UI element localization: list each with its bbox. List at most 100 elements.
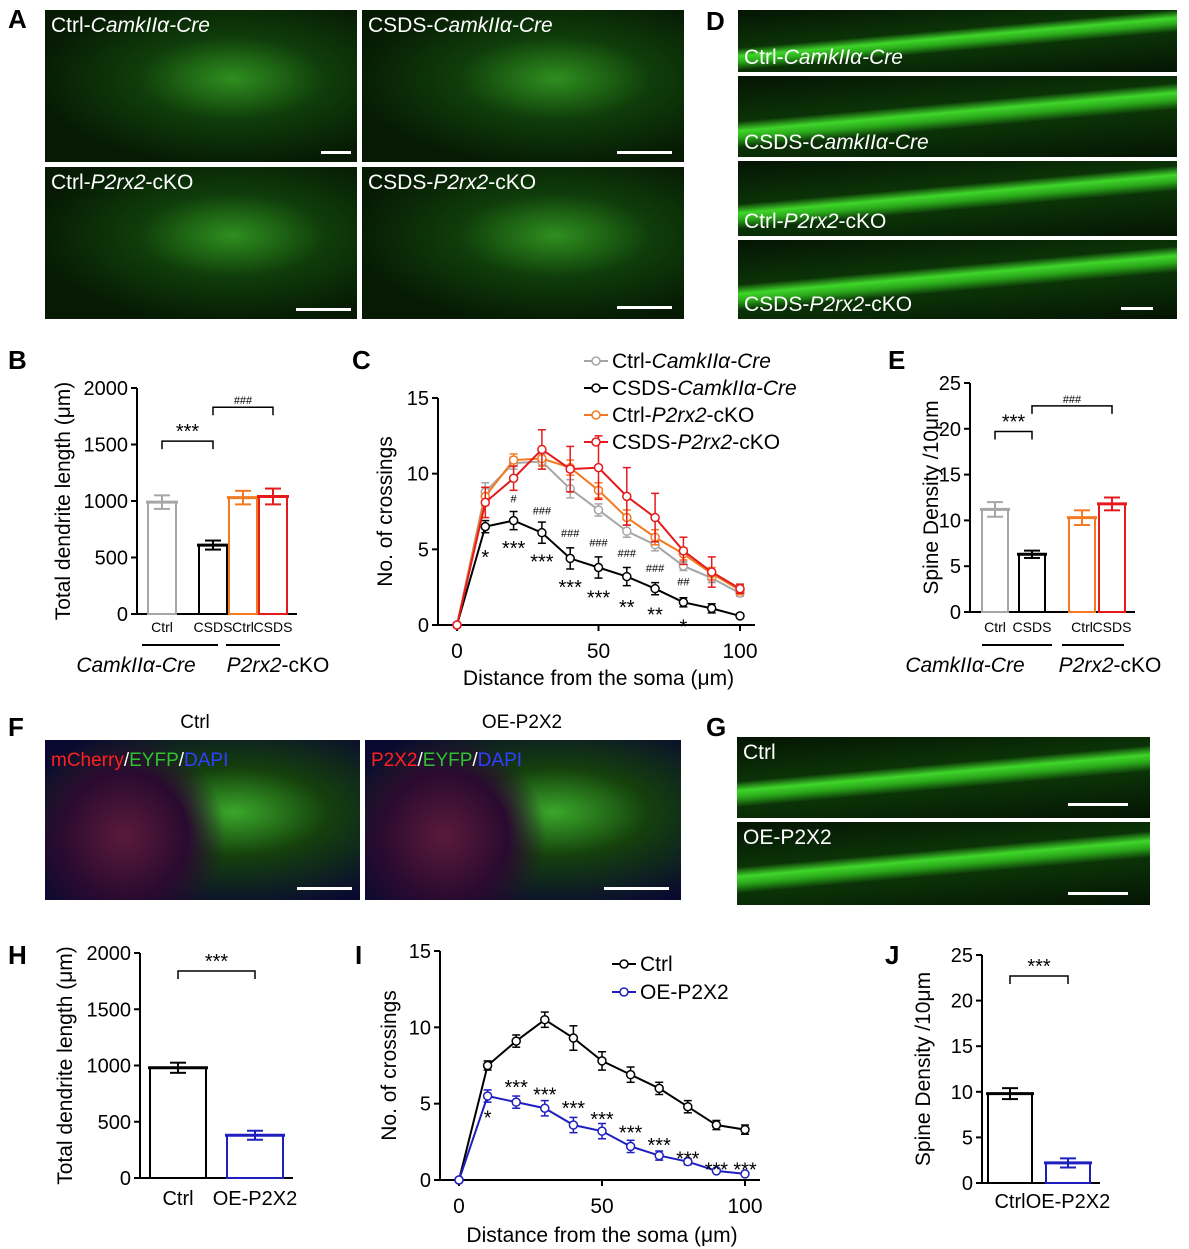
significance-label: *** bbox=[533, 1084, 557, 1106]
data-point bbox=[735, 583, 745, 594]
data-point bbox=[683, 1156, 693, 1167]
x-tick-label: OE-P2X2 bbox=[213, 1188, 297, 1210]
dendrite-ctrl: Ctrl bbox=[737, 737, 1150, 818]
y-tick-label: 0 bbox=[418, 615, 429, 637]
panel-letter-i: I bbox=[355, 940, 363, 970]
x-axis-label: Distance from the soma (μm) bbox=[466, 1224, 737, 1247]
data-point bbox=[622, 571, 632, 582]
significance-label: *** bbox=[648, 1135, 672, 1157]
data-point bbox=[622, 526, 632, 536]
panel-f-title-ctrl: Ctrl bbox=[180, 712, 210, 733]
data-point bbox=[654, 1083, 664, 1094]
significance-label: *** bbox=[705, 1159, 729, 1181]
y-tick-label: 10 bbox=[951, 1082, 973, 1104]
significance-label: *** bbox=[176, 421, 200, 443]
y-tick-label: 500 bbox=[98, 1112, 131, 1134]
data-point bbox=[622, 491, 632, 502]
bar bbox=[258, 495, 288, 616]
data-point bbox=[650, 583, 660, 594]
micrograph-csds-camk: CSDS-CamkIIα-Cre bbox=[362, 10, 684, 162]
legend-label-prefix: Ctrl bbox=[640, 953, 673, 976]
legend-label: Ctrl bbox=[640, 953, 673, 976]
y-tick-label: 1000 bbox=[84, 491, 129, 513]
bar bbox=[198, 544, 228, 616]
data-point bbox=[740, 1169, 750, 1179]
scale-bar bbox=[604, 887, 669, 890]
y-tick-label: 0 bbox=[420, 1170, 431, 1192]
data-point bbox=[654, 1150, 664, 1161]
data-point bbox=[593, 505, 604, 515]
data-point bbox=[511, 1097, 521, 1107]
y-tick-label: 20 bbox=[939, 419, 961, 441]
y-tick-label: 0 bbox=[962, 1173, 973, 1195]
x-tick-label: CSDS bbox=[254, 619, 293, 635]
y-tick-label: 5 bbox=[962, 1127, 973, 1149]
y-tick-label: 5 bbox=[418, 539, 429, 561]
data-point bbox=[482, 1091, 493, 1101]
legend-marker bbox=[591, 356, 601, 366]
bar bbox=[147, 501, 177, 616]
legend-label: OE-P2X2 bbox=[640, 981, 729, 1004]
micrograph-ctrl-cko: Ctrl-P2rx2-cKO bbox=[45, 167, 357, 319]
legend-marker bbox=[591, 437, 601, 447]
data-point bbox=[706, 567, 717, 577]
x-tick-label: Ctrl bbox=[984, 619, 1006, 635]
image-label: CSDS-CamkIIα-Cre bbox=[368, 14, 553, 37]
image-label: OE-P2X2 bbox=[743, 826, 832, 849]
group-label: CamkIIα-Cre bbox=[76, 654, 195, 677]
y-tick-label: 10 bbox=[407, 464, 429, 486]
group-label-italic: CamkIIα-Cre bbox=[905, 654, 1024, 677]
significance-label: *** bbox=[619, 1123, 643, 1145]
y-tick-label: 10 bbox=[939, 510, 961, 532]
y-tick-label: 25 bbox=[951, 945, 973, 967]
y-tick-label: 15 bbox=[409, 941, 431, 963]
x-axis-label: Distance from the soma (μm) bbox=[463, 667, 734, 690]
legend-label: Ctrl-CamkIIα-Cre bbox=[612, 350, 771, 373]
bar bbox=[987, 1092, 1033, 1185]
legend-label-prefix: Ctrl- bbox=[612, 404, 652, 427]
significance-label: ## bbox=[677, 577, 690, 589]
significance-bracket bbox=[994, 430, 1033, 440]
data-point bbox=[678, 546, 689, 556]
significance-label: * bbox=[484, 1107, 492, 1129]
significance-bracket bbox=[212, 406, 274, 416]
image-label: CSDS-P2rx2-cKO bbox=[368, 171, 537, 194]
y-tick-label: 10 bbox=[409, 1017, 431, 1039]
data-point bbox=[625, 1069, 636, 1080]
image-label: Ctrl-CamkIIα-Cre bbox=[51, 14, 210, 37]
data-point bbox=[508, 455, 519, 465]
data-point bbox=[593, 562, 604, 573]
scale-bar bbox=[321, 151, 351, 154]
panel-letter-c: C bbox=[352, 345, 371, 375]
significance-bracket bbox=[1031, 405, 1113, 414]
significance-bracket bbox=[177, 970, 256, 979]
significance-label: ### bbox=[1063, 394, 1082, 406]
panel-f-title-oe: OE-P2X2 bbox=[481, 712, 563, 733]
significance-label: * bbox=[680, 616, 688, 638]
group-label: CamkIIα-Cre bbox=[905, 654, 1024, 677]
x-tick-label: Ctrl bbox=[994, 1191, 1025, 1213]
y-axis-label: Total dendrite length (μm) bbox=[54, 946, 77, 1185]
group-label-suffix: -cKO bbox=[282, 654, 330, 677]
micrograph-ctrl-camk: Ctrl-CamkIIα-Cre bbox=[45, 10, 357, 162]
data-point bbox=[740, 1124, 750, 1135]
legend-marker bbox=[591, 383, 601, 393]
data-point bbox=[565, 464, 575, 474]
scale-bar bbox=[617, 151, 672, 154]
y-tick-label: 1000 bbox=[87, 1056, 132, 1078]
legend-marker bbox=[619, 959, 629, 969]
y-tick-label: 1500 bbox=[84, 435, 129, 457]
y-tick-label: 15 bbox=[951, 1036, 973, 1058]
x-tick-label: Ctrl bbox=[151, 619, 173, 635]
data-point bbox=[678, 597, 689, 608]
significance-label: ### bbox=[533, 506, 552, 518]
micrograph-oe-merge: P2X2/EYFP/DAPI bbox=[365, 740, 681, 900]
significance-bracket bbox=[161, 440, 214, 450]
data-point bbox=[711, 1166, 722, 1176]
significance-label: *** bbox=[559, 577, 583, 599]
dendrite-ctrl-camk: Ctrl-CamkIIα-Cre bbox=[738, 10, 1177, 72]
group-label-italic: P2rx2 bbox=[1059, 654, 1114, 677]
y-axis-label: Total dendrite length (μm) bbox=[52, 382, 75, 621]
panel-letter-h: H bbox=[8, 940, 27, 970]
